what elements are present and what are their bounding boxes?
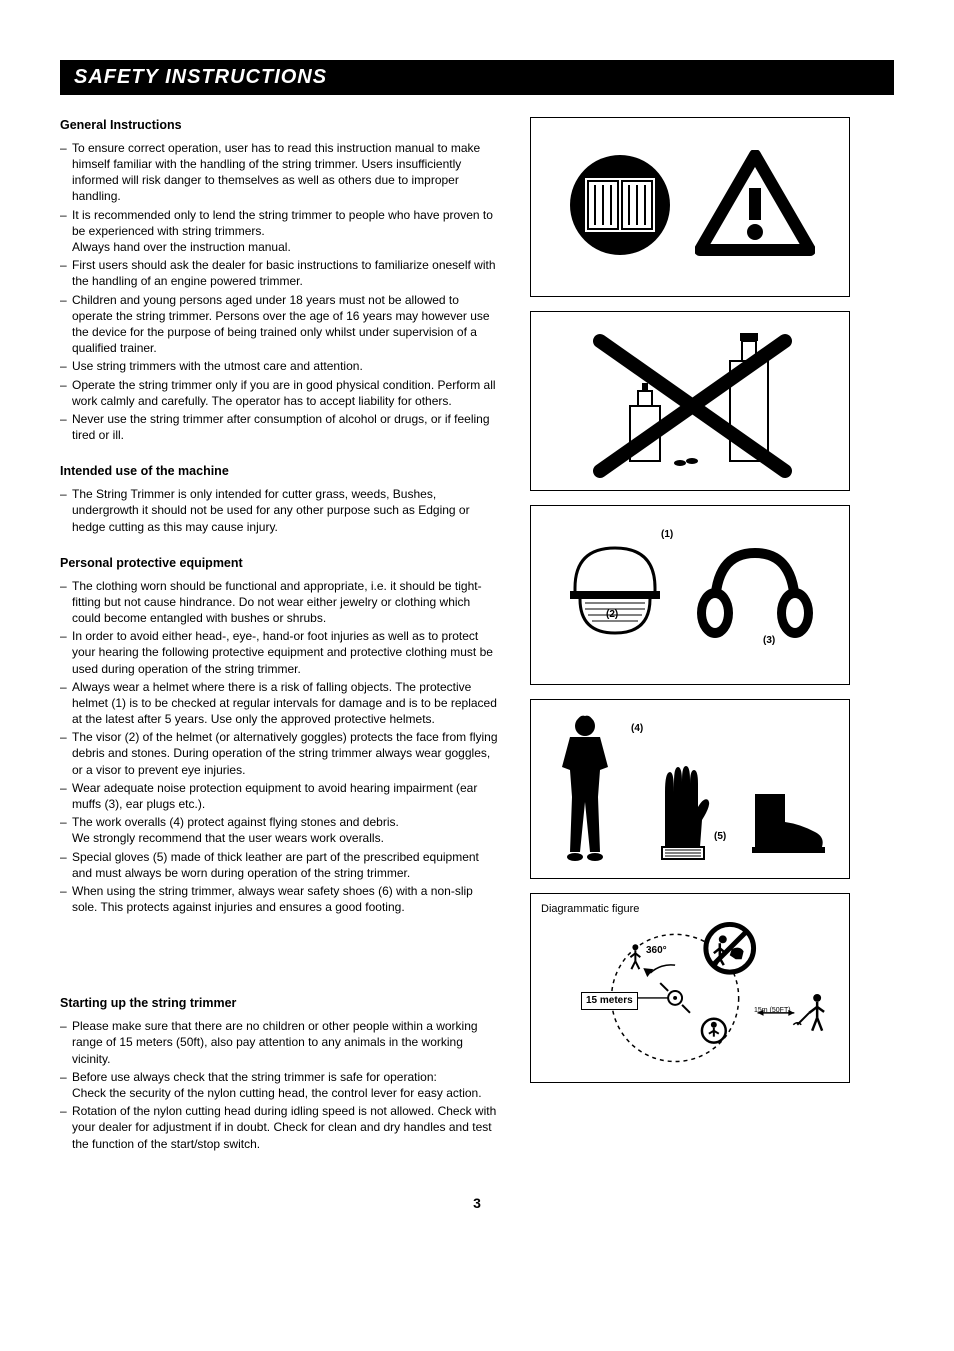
list-item-text: Operate the string trimmer only if you a… (72, 377, 500, 409)
list-item: Please make sure that there are no child… (60, 1018, 500, 1067)
ppe-label-6: (6) (801, 830, 813, 844)
list-startup: Please make sure that there are no child… (60, 1018, 500, 1152)
list-item-text: Wear adequate noise protection equipment… (72, 780, 500, 812)
list-item: First users should ask the dealer for ba… (60, 257, 500, 289)
list-item: Operate the string trimmer only if you a… (60, 377, 500, 409)
list-item: Rotation of the nylon cutting head durin… (60, 1103, 500, 1152)
list-item: Special gloves (5) made of thick leather… (60, 849, 500, 881)
no-alcohol-icon (570, 321, 810, 481)
ppe-label-3: (3) (763, 634, 775, 648)
list-item-text: The String Trimmer is only intended for … (72, 486, 500, 535)
list-item-text: Rotation of the nylon cutting head durin… (72, 1103, 500, 1152)
gloves-icon (640, 752, 720, 866)
list-item: The visor (2) of the helmet (or alternat… (60, 729, 500, 778)
figure-no-alcohol (530, 311, 850, 491)
heading-ppe: Personal protective equipment (60, 555, 500, 572)
overalls-icon (550, 712, 620, 866)
manual-icon (565, 150, 675, 264)
heading-startup: Starting up the string trimmer (60, 995, 500, 1012)
list-item: Never use the string trimmer after consu… (60, 411, 500, 443)
list-item-text: First users should ask the dealer for ba… (72, 257, 500, 289)
list-item-text: The work overalls (4) protect against fl… (72, 814, 500, 830)
heading-intended: Intended use of the machine (60, 463, 500, 480)
list-item: It is recommended only to lend the strin… (60, 207, 500, 256)
figure-read-manual (530, 117, 850, 297)
boots-icon (740, 772, 830, 866)
figure-column: (1) (2) (3) (530, 117, 894, 1154)
list-item: Before use always check that the string … (60, 1069, 500, 1101)
list-ppe: The clothing worn should be functional a… (60, 578, 500, 916)
list-item-text: Always wear a helmet where there is a ri… (72, 679, 500, 728)
diagram-distance: 15 meters (581, 992, 638, 1010)
list-item-text: Before use always check that the string … (72, 1069, 500, 1085)
title-bar: SAFETY INSTRUCTIONS (60, 60, 894, 95)
heading-general: General Instructions (60, 117, 500, 134)
list-item: In order to avoid either head-, eye-, ha… (60, 628, 500, 677)
list-item: The clothing worn should be functional a… (60, 578, 500, 627)
list-item: To ensure correct operation, user has to… (60, 140, 500, 205)
list-item-text: Children and young persons aged under 18… (72, 292, 500, 357)
list-item-text: We strongly recommend that the user wear… (72, 830, 500, 846)
figure-working-range: Diagrammatic figure (530, 893, 850, 1083)
working-range-icon (541, 903, 839, 1073)
list-item: Use string trimmers with the utmost care… (60, 358, 500, 374)
list-item-text: The clothing worn should be functional a… (72, 578, 500, 627)
figure-overalls-gloves-boots: (4) (5) (6) (530, 699, 850, 879)
list-item: When using the string trimmer, always we… (60, 883, 500, 915)
diagram-distance-small: 15m (50FT) (754, 1006, 791, 1015)
list-item-text: To ensure correct operation, user has to… (72, 140, 500, 205)
list-item: Children and young persons aged under 18… (60, 292, 500, 357)
diagram-title: Diagrammatic figure (541, 902, 639, 917)
list-item: The String Trimmer is only intended for … (60, 486, 500, 535)
list-item-text: The visor (2) of the helmet (or alternat… (72, 729, 500, 778)
list-item-text: It is recommended only to lend the strin… (72, 207, 500, 239)
ppe-label-2: (2) (606, 608, 618, 622)
earmuffs-icon (690, 538, 820, 652)
list-item-text: Never use the string trimmer after consu… (72, 411, 500, 443)
list-intended: The String Trimmer is only intended for … (60, 486, 500, 535)
list-item-text: In order to avoid either head-, eye-, ha… (72, 628, 500, 677)
list-item: The work overalls (4) protect against fl… (60, 814, 500, 846)
list-item-text: Check the security of the nylon cutting … (72, 1085, 500, 1101)
list-general: To ensure correct operation, user has to… (60, 140, 500, 443)
helmet-icon (560, 533, 670, 657)
ppe-label-1: (1) (661, 528, 673, 542)
text-column: General Instructions To ensure correct o… (60, 117, 500, 1154)
list-item: Wear adequate noise protection equipment… (60, 780, 500, 812)
ppe-label-4: (4) (631, 722, 643, 736)
content-area: General Instructions To ensure correct o… (60, 117, 894, 1154)
list-item-text: Special gloves (5) made of thick leather… (72, 849, 500, 881)
list-item-text: Please make sure that there are no child… (72, 1018, 500, 1067)
list-item-text: When using the string trimmer, always we… (72, 883, 500, 915)
diagram-angle: 360° (646, 944, 667, 958)
list-item: Always wear a helmet where there is a ri… (60, 679, 500, 728)
list-item-text: Use string trimmers with the utmost care… (72, 358, 500, 374)
ppe-label-5: (5) (714, 830, 726, 844)
figure-helmet-earmuffs: (1) (2) (3) (530, 505, 850, 685)
warning-icon (695, 150, 815, 264)
page-number: 3 (60, 1194, 894, 1213)
list-item-text: Always hand over the instruction manual. (72, 239, 500, 255)
